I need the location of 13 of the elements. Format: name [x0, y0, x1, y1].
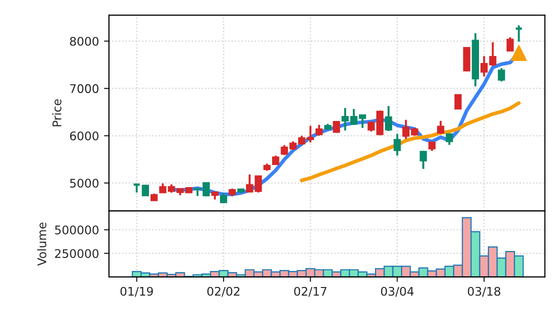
y-axis-title: Price	[52, 99, 62, 126]
y-tick-label: 6000	[70, 131, 98, 140]
x-tick-label: 01/19	[120, 286, 153, 297]
y-axis-title: Volume	[37, 222, 46, 266]
y-tick-label: 250000	[55, 249, 98, 258]
x-tick-label: 02/17	[294, 286, 326, 297]
y-tick-label: 7000	[70, 84, 98, 94]
x-tick-label: 02/02	[207, 286, 240, 297]
y-tick-label: 500000	[55, 225, 98, 234]
x-tick-label: 03/04	[381, 286, 414, 297]
y-tick-label: 5000	[70, 178, 98, 188]
x-tick-label: 03/18	[468, 286, 500, 297]
y-tick-label: 8000	[70, 36, 98, 46]
